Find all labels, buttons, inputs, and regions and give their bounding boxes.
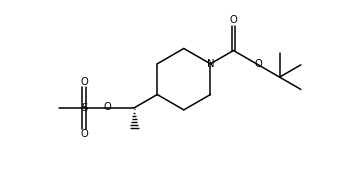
Text: N: N — [207, 59, 214, 69]
Text: S: S — [81, 103, 87, 113]
Text: O: O — [103, 103, 111, 112]
Text: O: O — [80, 129, 88, 139]
Text: O: O — [230, 15, 237, 25]
Text: O: O — [80, 77, 88, 87]
Text: O: O — [255, 59, 262, 69]
